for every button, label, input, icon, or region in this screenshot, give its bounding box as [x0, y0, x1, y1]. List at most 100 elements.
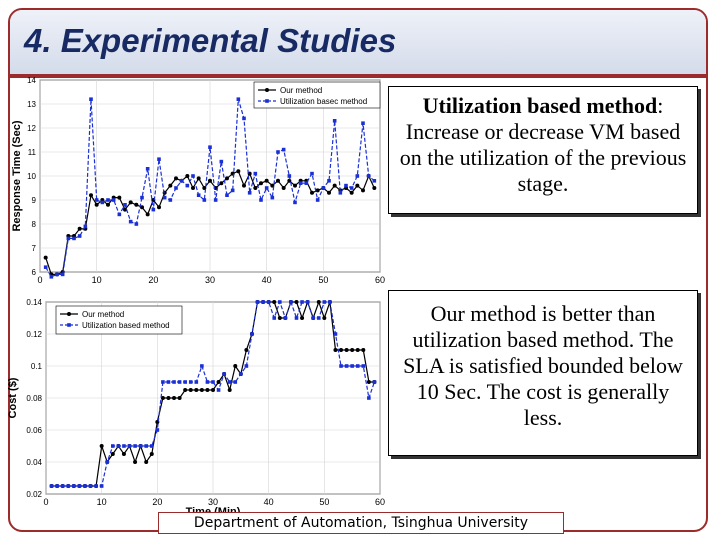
data-point-our-method	[121, 452, 126, 456]
data-point-our-method	[160, 396, 165, 400]
data-point-our-method	[117, 195, 122, 200]
title-bar	[10, 10, 706, 74]
data-point-utilization-method	[236, 97, 241, 101]
data-point-utilization-method	[327, 179, 331, 183]
legend-swatch-marker	[67, 323, 71, 327]
data-point-utilization-method	[55, 484, 59, 488]
data-point-our-method	[315, 188, 320, 193]
y-tick-label: 0.14	[26, 298, 42, 307]
legend-box	[55, 305, 183, 335]
data-point-our-method	[77, 226, 82, 231]
x-tick-label: 40	[264, 497, 274, 507]
data-point-utilization-method	[315, 198, 320, 202]
data-point-utilization-method	[311, 316, 315, 320]
data-point-our-method	[149, 452, 154, 456]
data-point-our-method	[350, 348, 355, 352]
data-point-utilization-method	[230, 188, 235, 193]
data-point-utilization-method	[259, 198, 263, 202]
y-tick-label: 0.08	[26, 394, 42, 403]
data-point-utilization-method	[55, 272, 59, 277]
data-point-our-method	[264, 178, 269, 183]
x-tick-label: 20	[148, 275, 158, 285]
legend-label: Utilization basec method	[280, 97, 367, 106]
data-point-our-method	[205, 388, 210, 392]
x-tick-label: 10	[92, 275, 102, 285]
data-point-our-method	[144, 460, 149, 464]
data-point-utilization-method	[239, 372, 243, 376]
legend-label: Utilization based method	[82, 321, 170, 330]
data-point-utilization-method	[72, 236, 76, 241]
data-point-our-method	[349, 190, 354, 195]
data-point-utilization-method	[287, 174, 292, 178]
data-point-our-method	[183, 388, 188, 392]
data-point-utilization-method	[60, 484, 65, 488]
conclusion-textbox: Our method is better than utilization ba…	[388, 290, 698, 456]
x-tick-label: 30	[205, 275, 215, 285]
data-point-utilization-method	[344, 364, 349, 368]
data-point-utilization-method	[145, 167, 150, 171]
data-point-our-method	[208, 178, 212, 183]
data-point-utilization-method	[161, 380, 165, 384]
data-point-our-method	[355, 183, 360, 188]
data-point-utilization-method	[99, 484, 104, 488]
data-point-utilization-method	[123, 203, 127, 207]
data-point-our-method	[293, 183, 297, 188]
data-point-utilization-method	[174, 186, 178, 190]
data-point-utilization-method	[49, 484, 54, 488]
data-point-our-method	[233, 364, 238, 368]
data-point-utilization-method	[157, 157, 161, 161]
data-point-utilization-method	[372, 380, 377, 384]
legend-swatch-marker	[67, 312, 71, 316]
data-point-utilization-method	[66, 484, 71, 488]
footer-affiliation: Department of Automation, Tsinghua Unive…	[158, 512, 564, 534]
data-point-our-method	[355, 348, 360, 352]
data-point-utilization-method	[194, 380, 199, 384]
data-point-utilization-method	[122, 444, 126, 448]
legend-box	[253, 81, 381, 109]
y-tick-label: 11	[28, 148, 37, 157]
data-point-utilization-method	[222, 372, 226, 376]
data-point-our-method	[128, 200, 133, 205]
data-point-utilization-method	[278, 300, 282, 304]
y-tick-label: 0.04	[26, 458, 42, 467]
y-tick-label: 6	[32, 268, 37, 277]
data-point-our-method	[194, 388, 199, 392]
data-point-our-method	[227, 388, 232, 392]
data-point-utilization-method	[144, 444, 148, 448]
data-point-our-method	[94, 202, 99, 207]
data-point-utilization-method	[166, 380, 171, 384]
data-point-utilization-method	[208, 145, 212, 149]
data-point-utilization-method	[43, 265, 48, 269]
data-point-our-method	[225, 176, 229, 181]
data-point-utilization-method	[105, 460, 110, 464]
data-point-utilization-method	[367, 396, 371, 400]
x-tick-label: 30	[208, 497, 218, 507]
y-tick-label: 10	[27, 172, 36, 181]
data-point-utilization-method	[179, 179, 184, 183]
data-point-utilization-method	[310, 171, 314, 176]
data-point-utilization-method	[140, 195, 144, 200]
x-tick-label: 0	[43, 497, 48, 507]
data-point-our-method	[123, 207, 127, 212]
y-tick-label: 0.1	[31, 362, 43, 371]
data-point-utilization-method	[111, 198, 116, 202]
data-point-utilization-method	[191, 174, 195, 178]
data-point-utilization-method	[322, 300, 327, 304]
series-line-utilization-method	[51, 300, 375, 487]
data-point-our-method	[199, 388, 204, 392]
y-tick-label: 13	[27, 100, 36, 109]
data-point-our-method	[327, 190, 331, 195]
legend-label: Our method	[82, 310, 124, 319]
y-tick-label: 12	[27, 124, 36, 133]
data-point-our-method	[322, 316, 327, 320]
data-point-our-method	[244, 348, 249, 352]
data-point-our-method	[219, 181, 224, 186]
data-point-utilization-method	[293, 200, 297, 205]
data-point-our-method	[361, 188, 365, 193]
data-point-our-method	[145, 212, 150, 217]
data-point-our-method	[172, 396, 177, 400]
data-point-utilization-method	[225, 193, 229, 197]
data-point-our-method	[185, 174, 190, 178]
data-point-our-method	[333, 348, 338, 352]
data-point-utilization-method	[316, 316, 321, 320]
